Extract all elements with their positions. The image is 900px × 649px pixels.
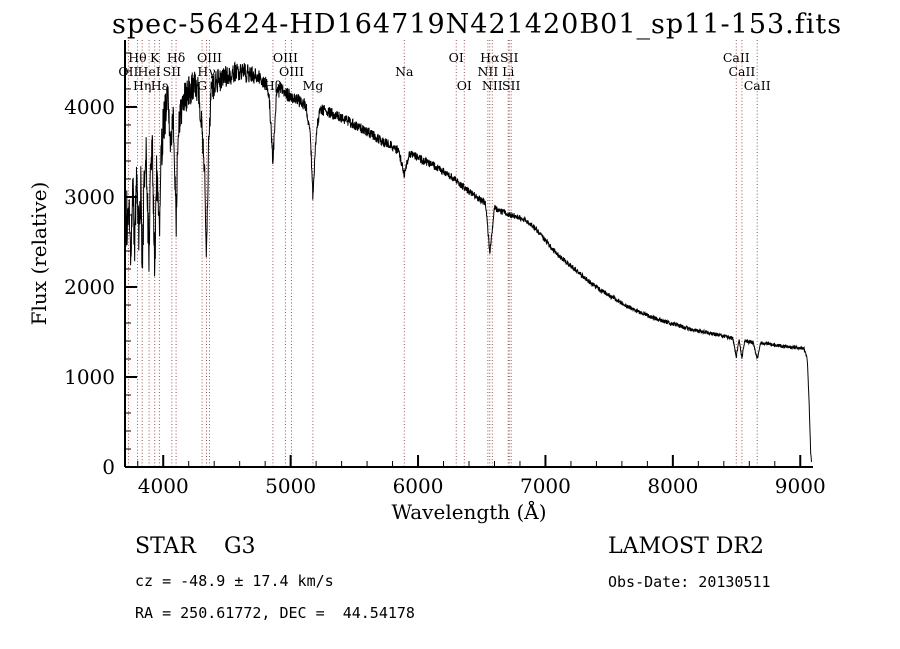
spectral-line-label: SII [502, 78, 521, 93]
spectral-line-label: OIII [273, 50, 298, 65]
spectral-line-label: OI [449, 50, 464, 65]
x-tick-label: 7000 [520, 474, 571, 498]
y-tick-label: 2000 [64, 275, 115, 299]
obs-date-text: Obs-Date: 20130511 [608, 573, 771, 591]
spectral-line-label: Hδ [167, 50, 185, 65]
y-tick-label: 4000 [64, 95, 115, 119]
spectral-line-label: Hα [480, 50, 500, 65]
x-tick-label: 5000 [265, 474, 316, 498]
spectral-line-label: Hθ [128, 50, 146, 65]
spectral-line-label: Hη [133, 78, 151, 93]
object-class-label: STAR G3 [135, 534, 256, 559]
x-tick-label: 8000 [647, 474, 698, 498]
spectral-line-label: G [197, 78, 207, 93]
spectral-line-label: Mg [303, 78, 324, 93]
spectral-line-label: OIII [197, 50, 222, 65]
chart-title: spec-56424-HD164719N421420B01_sp11-153.f… [112, 9, 843, 40]
spectral-line-label: CaII [723, 50, 750, 65]
ra-dec-text: RA = 250.61772, DEC = 44.54178 [135, 604, 415, 622]
spectral-line-label: CaII [728, 64, 755, 79]
x-axis-label: Wavelength (Å) [391, 499, 546, 524]
x-tick-label: 6000 [393, 474, 444, 498]
spectral-line-label: Li [502, 64, 514, 79]
x-tick-label: 9000 [775, 474, 826, 498]
x-tick-label: 4000 [138, 474, 189, 498]
y-tick-label: 3000 [64, 185, 115, 209]
spectral-line-label: HeI [137, 64, 160, 79]
spectral-line-label: Hε [151, 78, 168, 93]
spectral-line-label: OII [118, 64, 138, 79]
spectral-line-label: SII [500, 50, 519, 65]
spectrum-trace [124, 61, 812, 463]
survey-label: LAMOST DR2 [608, 534, 764, 559]
spectral-line-label: Na [395, 64, 414, 79]
spectral-line-label: SII [163, 64, 182, 79]
spectral-line-label: K [150, 50, 160, 65]
y-tick-label: 1000 [64, 365, 115, 389]
radial-velocity-text: cz = -48.9 ± 17.4 km/s [135, 572, 334, 590]
y-axis-label: Flux (relative) [27, 182, 51, 326]
spectral-line-label: CaII [744, 78, 771, 93]
y-tick-label: 0 [102, 455, 115, 479]
spectral-line-label: NII [477, 64, 498, 79]
spectral-line-label: OI [457, 78, 472, 93]
spectral-line-label: NII [482, 78, 503, 93]
spectral-line-label: OIII [279, 64, 304, 79]
